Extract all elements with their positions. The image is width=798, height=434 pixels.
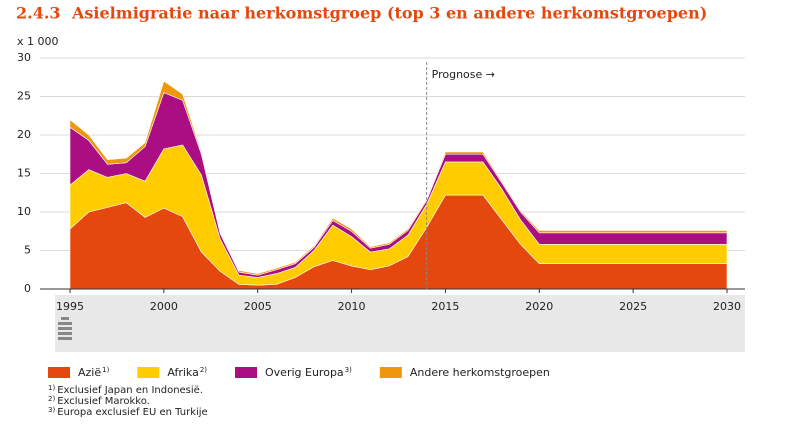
footnote: Exclusief Marokko.	[57, 396, 150, 407]
y-tick-label: 30	[17, 51, 31, 64]
footnote-ref: 1)	[48, 384, 55, 392]
unit-label: x 1 000	[17, 35, 59, 48]
chart-title: Asielmigratie naar herkomstgroep (top 3 …	[71, 4, 707, 23]
y-tick-label: 0	[24, 282, 31, 295]
y-tick-label: 5	[24, 244, 31, 257]
legend-note-ref: 1)	[102, 366, 109, 374]
legend-label: Overig Europa	[265, 366, 344, 379]
x-tick-label: 2020	[525, 300, 553, 313]
y-tick-label: 25	[17, 90, 31, 103]
footnote: Europa exclusief EU en Turkije	[57, 407, 208, 418]
legend-swatch	[137, 367, 160, 378]
legend-swatch	[379, 367, 402, 378]
footnote-ref: 3)	[48, 406, 55, 414]
x-tick-label: 2030	[713, 300, 741, 313]
legend-label: Andere herkomstgroepen	[410, 366, 550, 379]
legend-label: Azië	[78, 366, 101, 379]
section-number: 2.4.3	[16, 4, 61, 23]
annotation: Prognose →	[432, 68, 495, 81]
y-tick-label: 15	[17, 167, 31, 180]
x-tick-label: 2005	[244, 300, 272, 313]
legend-note-ref: 2)	[200, 366, 207, 374]
y-tick-label: 20	[17, 128, 31, 141]
x-tick-label: 2010	[338, 300, 366, 313]
y-tick-label: 10	[17, 205, 31, 218]
footnote-ref: 2)	[48, 395, 55, 403]
x-tick-label: 1995	[56, 300, 84, 313]
legend-swatch	[48, 367, 70, 378]
legend-label: Afrika	[167, 366, 199, 379]
axis-band	[55, 295, 745, 352]
footnote: Exclusief Japan en Indonesië.	[57, 385, 203, 396]
x-tick-label: 2000	[150, 300, 178, 313]
x-tick-label: 2015	[431, 300, 459, 313]
x-tick-label: 2025	[619, 300, 647, 313]
legend-swatch	[235, 367, 258, 378]
area	[69, 80, 728, 276]
logo	[58, 317, 72, 340]
legend-note-ref: 3)	[345, 366, 352, 374]
